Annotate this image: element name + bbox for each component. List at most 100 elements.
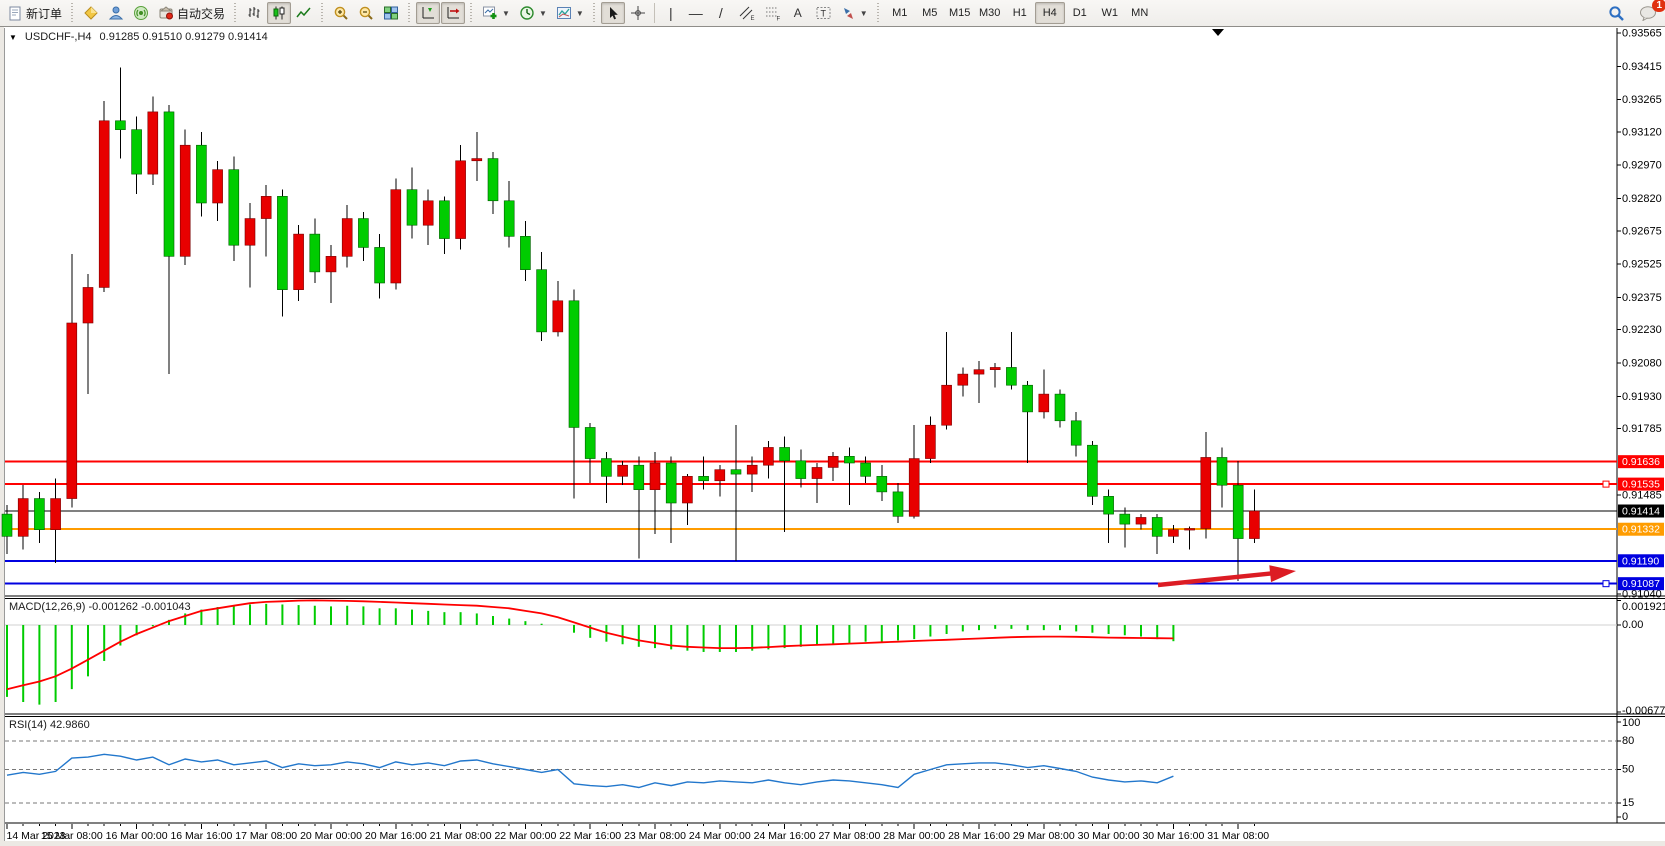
arrows-icon	[843, 7, 853, 19]
zoom-in-button[interactable]	[329, 2, 353, 24]
svg-text:0.93265: 0.93265	[1622, 94, 1662, 106]
candle-body	[649, 462, 661, 490]
timeframe-button-W1[interactable]: W1	[1101, 7, 1118, 19]
templates-button[interactable]: ▼	[552, 2, 588, 24]
candle-body	[147, 111, 159, 175]
timeframe-button-H1[interactable]: H1	[1012, 7, 1027, 19]
arrows-tool-button[interactable]: ▼	[837, 2, 872, 24]
periods-button[interactable]: ▼	[515, 2, 551, 24]
horizontal-line-tool-button[interactable]: —	[684, 2, 708, 24]
candle-body	[892, 491, 904, 517]
indicators-button[interactable]: ▼	[478, 2, 514, 24]
signals-button[interactable]	[129, 2, 153, 24]
trendline-tool-button[interactable]: /	[709, 2, 733, 24]
svg-text:0.92525: 0.92525	[1622, 259, 1662, 271]
price-tag-0.91087	[1618, 577, 1664, 591]
timeframe-button-M15[interactable]: M15	[949, 7, 971, 19]
svg-text:0.91535: 0.91535	[1622, 479, 1660, 491]
new-order-button[interactable]: 新订单	[4, 2, 66, 24]
text-icon: A	[793, 6, 802, 20]
candlestick-chart-icon	[273, 6, 285, 20]
cursor-tool-button[interactable]	[600, 2, 625, 24]
svg-text:31 Mar 08:00: 31 Mar 08:00	[1207, 830, 1269, 842]
svg-text:0.92375: 0.92375	[1622, 292, 1662, 304]
candle-body	[957, 373, 969, 386]
svg-text:14 Mar 2023: 14 Mar 2023	[7, 830, 66, 842]
candle-body	[779, 447, 790, 462]
crosshair-tool-button[interactable]	[626, 2, 650, 24]
channel-tool-button[interactable]: E	[734, 2, 759, 24]
candle-body	[309, 233, 321, 273]
candle-body	[536, 269, 547, 333]
timeframe-button-H4[interactable]: H4	[1034, 2, 1065, 24]
svg-text:0.91040: 0.91040	[1622, 589, 1662, 601]
svg-text:0.92970: 0.92970	[1622, 160, 1662, 172]
candle-body	[260, 196, 272, 219]
add-indicator-icon	[483, 6, 497, 19]
vertical-line-tool-button[interactable]: |	[659, 2, 683, 24]
candle-body	[1216, 457, 1228, 486]
chart-shift-marker[interactable]	[1212, 29, 1224, 36]
chat-bubble-icon	[1640, 6, 1656, 21]
candle-body	[989, 367, 1001, 370]
bar-chart-button[interactable]	[242, 2, 266, 24]
candle-body	[487, 158, 499, 202]
text-tool-button[interactable]: A	[786, 2, 810, 24]
svg-text:0.91332: 0.91332	[1622, 524, 1660, 536]
candle-body	[1168, 529, 1179, 537]
crosshair-icon	[630, 6, 645, 20]
candle-body	[1249, 510, 1260, 539]
template-icon	[556, 7, 571, 19]
svg-text:28 Mar 16:00: 28 Mar 16:00	[948, 830, 1010, 842]
timeframe-button-D1[interactable]: D1	[1072, 7, 1087, 19]
autotrading-icon	[159, 6, 174, 20]
candle-body	[66, 322, 78, 499]
search-button[interactable]	[1604, 2, 1629, 24]
trendline-icon: /	[718, 5, 723, 21]
zoom-out-button[interactable]	[354, 2, 378, 24]
chart-shift-button[interactable]	[416, 2, 441, 24]
svg-text:F: F	[776, 17, 780, 22]
rsi-line	[6, 753, 1174, 789]
line-chart-button[interactable]	[292, 2, 316, 24]
svg-text:T: T	[820, 9, 826, 19]
market-watch-button[interactable]	[79, 2, 103, 24]
candlestick-chart-button[interactable]	[267, 2, 292, 24]
profiles-button[interactable]	[104, 2, 128, 24]
auto-scroll-button[interactable]	[441, 2, 466, 24]
timeframe-button-MN[interactable]: MN	[1131, 7, 1149, 19]
main-toolbar: 新订单 自动交易 ▼ ▼	[0, 0, 1665, 27]
trend-arrow-annotation[interactable]	[1157, 565, 1296, 588]
timeframe-button-M1[interactable]: M1	[892, 7, 908, 19]
candle-body	[617, 464, 628, 477]
candle-body	[714, 469, 726, 482]
svg-text:27 Mar 08:00: 27 Mar 08:00	[818, 830, 880, 842]
level-handle-0.91535[interactable]	[1602, 480, 1610, 488]
svg-text:20 Mar 16:00: 20 Mar 16:00	[365, 830, 427, 842]
timeframe-button-M5[interactable]: M5	[922, 7, 938, 19]
candle-body	[503, 200, 515, 237]
svg-text:22 Mar 16:00: 22 Mar 16:00	[559, 830, 621, 842]
text-label-tool-button[interactable]: T	[811, 2, 836, 24]
svg-text:28 Mar 00:00: 28 Mar 00:00	[883, 830, 945, 842]
candle-body	[1087, 444, 1098, 497]
toolbar-grip	[69, 3, 77, 23]
toolbar-right-group: 1	[1604, 0, 1665, 24]
autotrading-button[interactable]: 自动交易	[154, 2, 229, 24]
fibonacci-tool-button[interactable]: F	[760, 2, 785, 24]
svg-text:29 Mar 08:00: 29 Mar 08:00	[1013, 830, 1075, 842]
svg-text:24 Mar 00:00: 24 Mar 00:00	[689, 830, 751, 842]
timeframe-button-M30[interactable]: M30	[979, 7, 1001, 19]
price-axis[interactable]: 0.93565 0.93415 0.93265 0.93120 0.92970 0.928…	[1617, 28, 1662, 601]
candle-body	[390, 189, 402, 284]
autotrading-label: 自动交易	[177, 6, 226, 21]
macd-pane: 0.001921 0.00 -0.006777	[5, 599, 1665, 717]
svg-text:21 Mar 08:00: 21 Mar 08:00	[430, 830, 492, 842]
tile-windows-button[interactable]	[379, 2, 403, 24]
horizontal-line-icon: —	[688, 5, 703, 21]
notifications-button[interactable]: 1	[1635, 0, 1665, 24]
level-handle-0.91087[interactable]	[1602, 580, 1610, 588]
svg-text:23 Mar 08:00: 23 Mar 08:00	[624, 830, 686, 842]
